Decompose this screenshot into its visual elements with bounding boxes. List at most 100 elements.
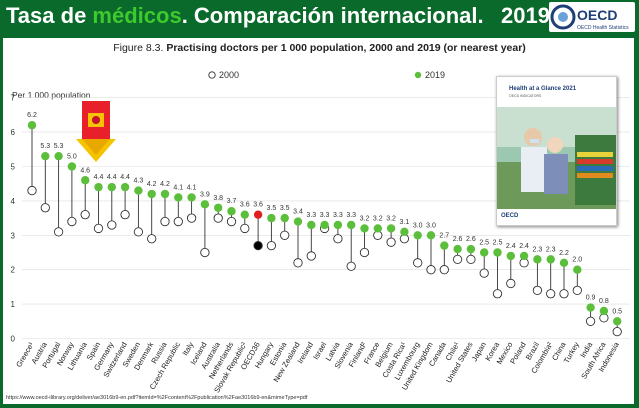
dot-2019 [240, 210, 249, 219]
book-subtitle: OECD INDICATORS [509, 94, 542, 98]
value-label: 2.2 [559, 250, 569, 257]
dot-2019 [280, 213, 289, 223]
dot-2019 [373, 224, 382, 233]
value-label: 3.3 [346, 212, 356, 219]
value-label: 3.2 [360, 215, 370, 222]
dot-2019 [253, 210, 263, 219]
value-label: 3.0 [413, 222, 423, 229]
dot-2019 [307, 220, 316, 230]
x-tick-labels: Greece¹AustriaPortugalNorwayLithuaniaSpa… [14, 340, 621, 395]
value-label: 3.5 [267, 205, 277, 212]
dot-2000 [359, 247, 370, 258]
dot-2000 [27, 185, 37, 196]
value-label: 5.3 [40, 143, 50, 150]
arrow-head-inner [82, 139, 110, 155]
dot-2000 [306, 251, 316, 261]
value-label: 4.4 [94, 174, 104, 181]
spain-arrow-marker [76, 101, 116, 162]
dot-2019 [227, 207, 236, 216]
dot-2019 [546, 255, 555, 264]
figure-title: Figure 8.3. Practising doctors per 1 000… [0, 42, 639, 54]
value-label: 3.6 [240, 202, 250, 209]
title-part2: . Comparación internacional. [181, 3, 484, 28]
value-label: 4.4 [120, 174, 130, 181]
value-label: 4.1 [187, 184, 197, 191]
value-label: 2.4 [519, 243, 529, 250]
dot-2019 [27, 121, 37, 130]
dot-2019 [480, 248, 489, 257]
dot-2019 [214, 203, 223, 212]
value-label: 0.9 [586, 295, 596, 302]
dot-2019 [200, 200, 210, 209]
dot-2000 [386, 237, 396, 247]
dot-2019 [333, 220, 343, 230]
dot-2000 [280, 230, 290, 240]
dot-2000 [559, 289, 569, 299]
dot-2019 [67, 162, 77, 171]
value-label: 4.2 [160, 181, 170, 188]
figure-number: Figure 8.3. [113, 42, 164, 54]
dot-2000 [426, 265, 436, 275]
legend-2019-label: 2019 [425, 70, 445, 80]
value-label: 4.6 [80, 167, 90, 174]
value-label: 3.2 [386, 215, 396, 222]
value-label: 3.3 [320, 212, 330, 219]
dot-2019 [54, 151, 63, 161]
dot-2019 [519, 251, 529, 261]
dot-2019 [81, 176, 90, 185]
dot-2000 [532, 285, 543, 295]
value-label: 4.1 [173, 184, 183, 191]
value-label: 2.3 [546, 246, 556, 253]
dot-2000 [173, 216, 183, 227]
dot-2000 [213, 213, 223, 223]
dot-2000 [439, 265, 449, 275]
value-label: 3.6 [253, 202, 263, 209]
y-tick-label: 2 [11, 266, 16, 275]
value-label: 0.5 [612, 308, 622, 315]
legend-2000-marker [208, 71, 216, 79]
dot-2000 [80, 210, 90, 220]
value-label: 4.4 [107, 174, 117, 181]
dot-2000 [293, 258, 303, 268]
dot-2000 [53, 227, 64, 237]
dot-2019 [147, 189, 156, 199]
value-label: 6.2 [27, 112, 37, 119]
value-labels: 6.25.3 5.35.04.64.4 4.4 4.4 4.3 4.2 4.2 4.1 4.13… [27, 112, 622, 315]
y-axis-label: Per 1 000 population [12, 90, 91, 100]
y-tick-label: 4 [11, 197, 16, 206]
dot-2019 [426, 231, 436, 240]
value-label: 5.3 [54, 143, 64, 150]
dot-2019 [559, 258, 569, 268]
dot-2000 [546, 289, 556, 299]
source-url[interactable]: https://www.oecd-ilibrary.org/deliver/ae… [6, 395, 308, 401]
value-label: 2.6 [453, 236, 463, 243]
y-tick-label: 6 [11, 128, 16, 137]
slide-title: Tasa de médicos. Comparación internacion… [6, 3, 484, 29]
value-label: 2.0 [572, 257, 582, 264]
dot-2019 [440, 241, 449, 250]
dot-2000 [240, 223, 250, 234]
value-label: 3.7 [227, 198, 237, 205]
dot-2000 [93, 223, 104, 234]
dot-2019 [466, 244, 476, 254]
value-label: 3.9 [200, 191, 210, 198]
dot-2000 [333, 234, 343, 244]
dot-2019 [94, 182, 103, 192]
spain-flag-crest [92, 116, 100, 124]
dot-2019 [320, 220, 329, 230]
title-year: 2019 [501, 3, 550, 28]
book-publisher: OECD [501, 213, 519, 219]
value-label: 2.3 [533, 246, 543, 253]
dot-2000 [107, 220, 117, 230]
value-label: 2.5 [479, 240, 489, 247]
value-label: 5.0 [67, 154, 77, 161]
y-tick-label: 5 [11, 163, 16, 172]
dot-2019 [533, 255, 542, 264]
oecd-logo-text: OECD [577, 7, 617, 23]
title-part1: Tasa de [6, 3, 93, 28]
dot-2000 [40, 203, 50, 213]
dot-2000 [479, 268, 489, 278]
value-label: 2.6 [466, 236, 476, 243]
value-label: 3.3 [333, 212, 343, 219]
dot-2019 [41, 151, 50, 161]
